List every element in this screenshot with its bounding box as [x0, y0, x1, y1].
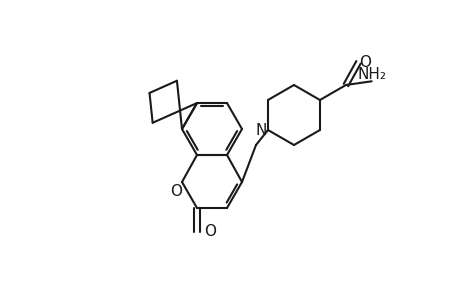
Text: O: O: [170, 184, 182, 199]
Text: NH₂: NH₂: [356, 67, 386, 82]
Text: O: O: [359, 55, 371, 70]
Text: N: N: [255, 122, 266, 137]
Text: O: O: [203, 224, 216, 239]
